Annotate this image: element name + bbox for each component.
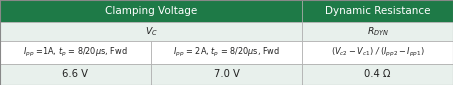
FancyBboxPatch shape xyxy=(151,64,302,85)
FancyBboxPatch shape xyxy=(302,22,453,41)
Text: $(V_{c2} - V_{c1})$ / $(I_{pp2} - I_{pp1})$: $(V_{c2} - V_{c1})$ / $(I_{pp2} - I_{pp1… xyxy=(331,46,424,59)
Text: 6.6 V: 6.6 V xyxy=(63,69,88,79)
FancyBboxPatch shape xyxy=(0,0,302,22)
FancyBboxPatch shape xyxy=(0,41,151,64)
Text: $R_{DYN}$: $R_{DYN}$ xyxy=(366,25,389,38)
Text: $V_C$: $V_C$ xyxy=(145,25,158,38)
Text: Dynamic Resistance: Dynamic Resistance xyxy=(325,6,430,16)
Text: 7.0 V: 7.0 V xyxy=(213,69,240,79)
FancyBboxPatch shape xyxy=(151,41,302,64)
FancyBboxPatch shape xyxy=(302,0,453,22)
Text: Clamping Voltage: Clamping Voltage xyxy=(105,6,197,16)
Text: 0.4 Ω: 0.4 Ω xyxy=(364,69,391,79)
Text: $I_{pp}$ = 2A, $t_p$ = 8/20$\mu$s, Fwd: $I_{pp}$ = 2A, $t_p$ = 8/20$\mu$s, Fwd xyxy=(173,46,280,59)
FancyBboxPatch shape xyxy=(302,41,453,64)
Text: $I_{pp}$ =1A, $t_p$ = 8/20$\mu$s, Fwd: $I_{pp}$ =1A, $t_p$ = 8/20$\mu$s, Fwd xyxy=(23,46,128,59)
FancyBboxPatch shape xyxy=(0,64,151,85)
FancyBboxPatch shape xyxy=(0,22,302,41)
FancyBboxPatch shape xyxy=(302,64,453,85)
